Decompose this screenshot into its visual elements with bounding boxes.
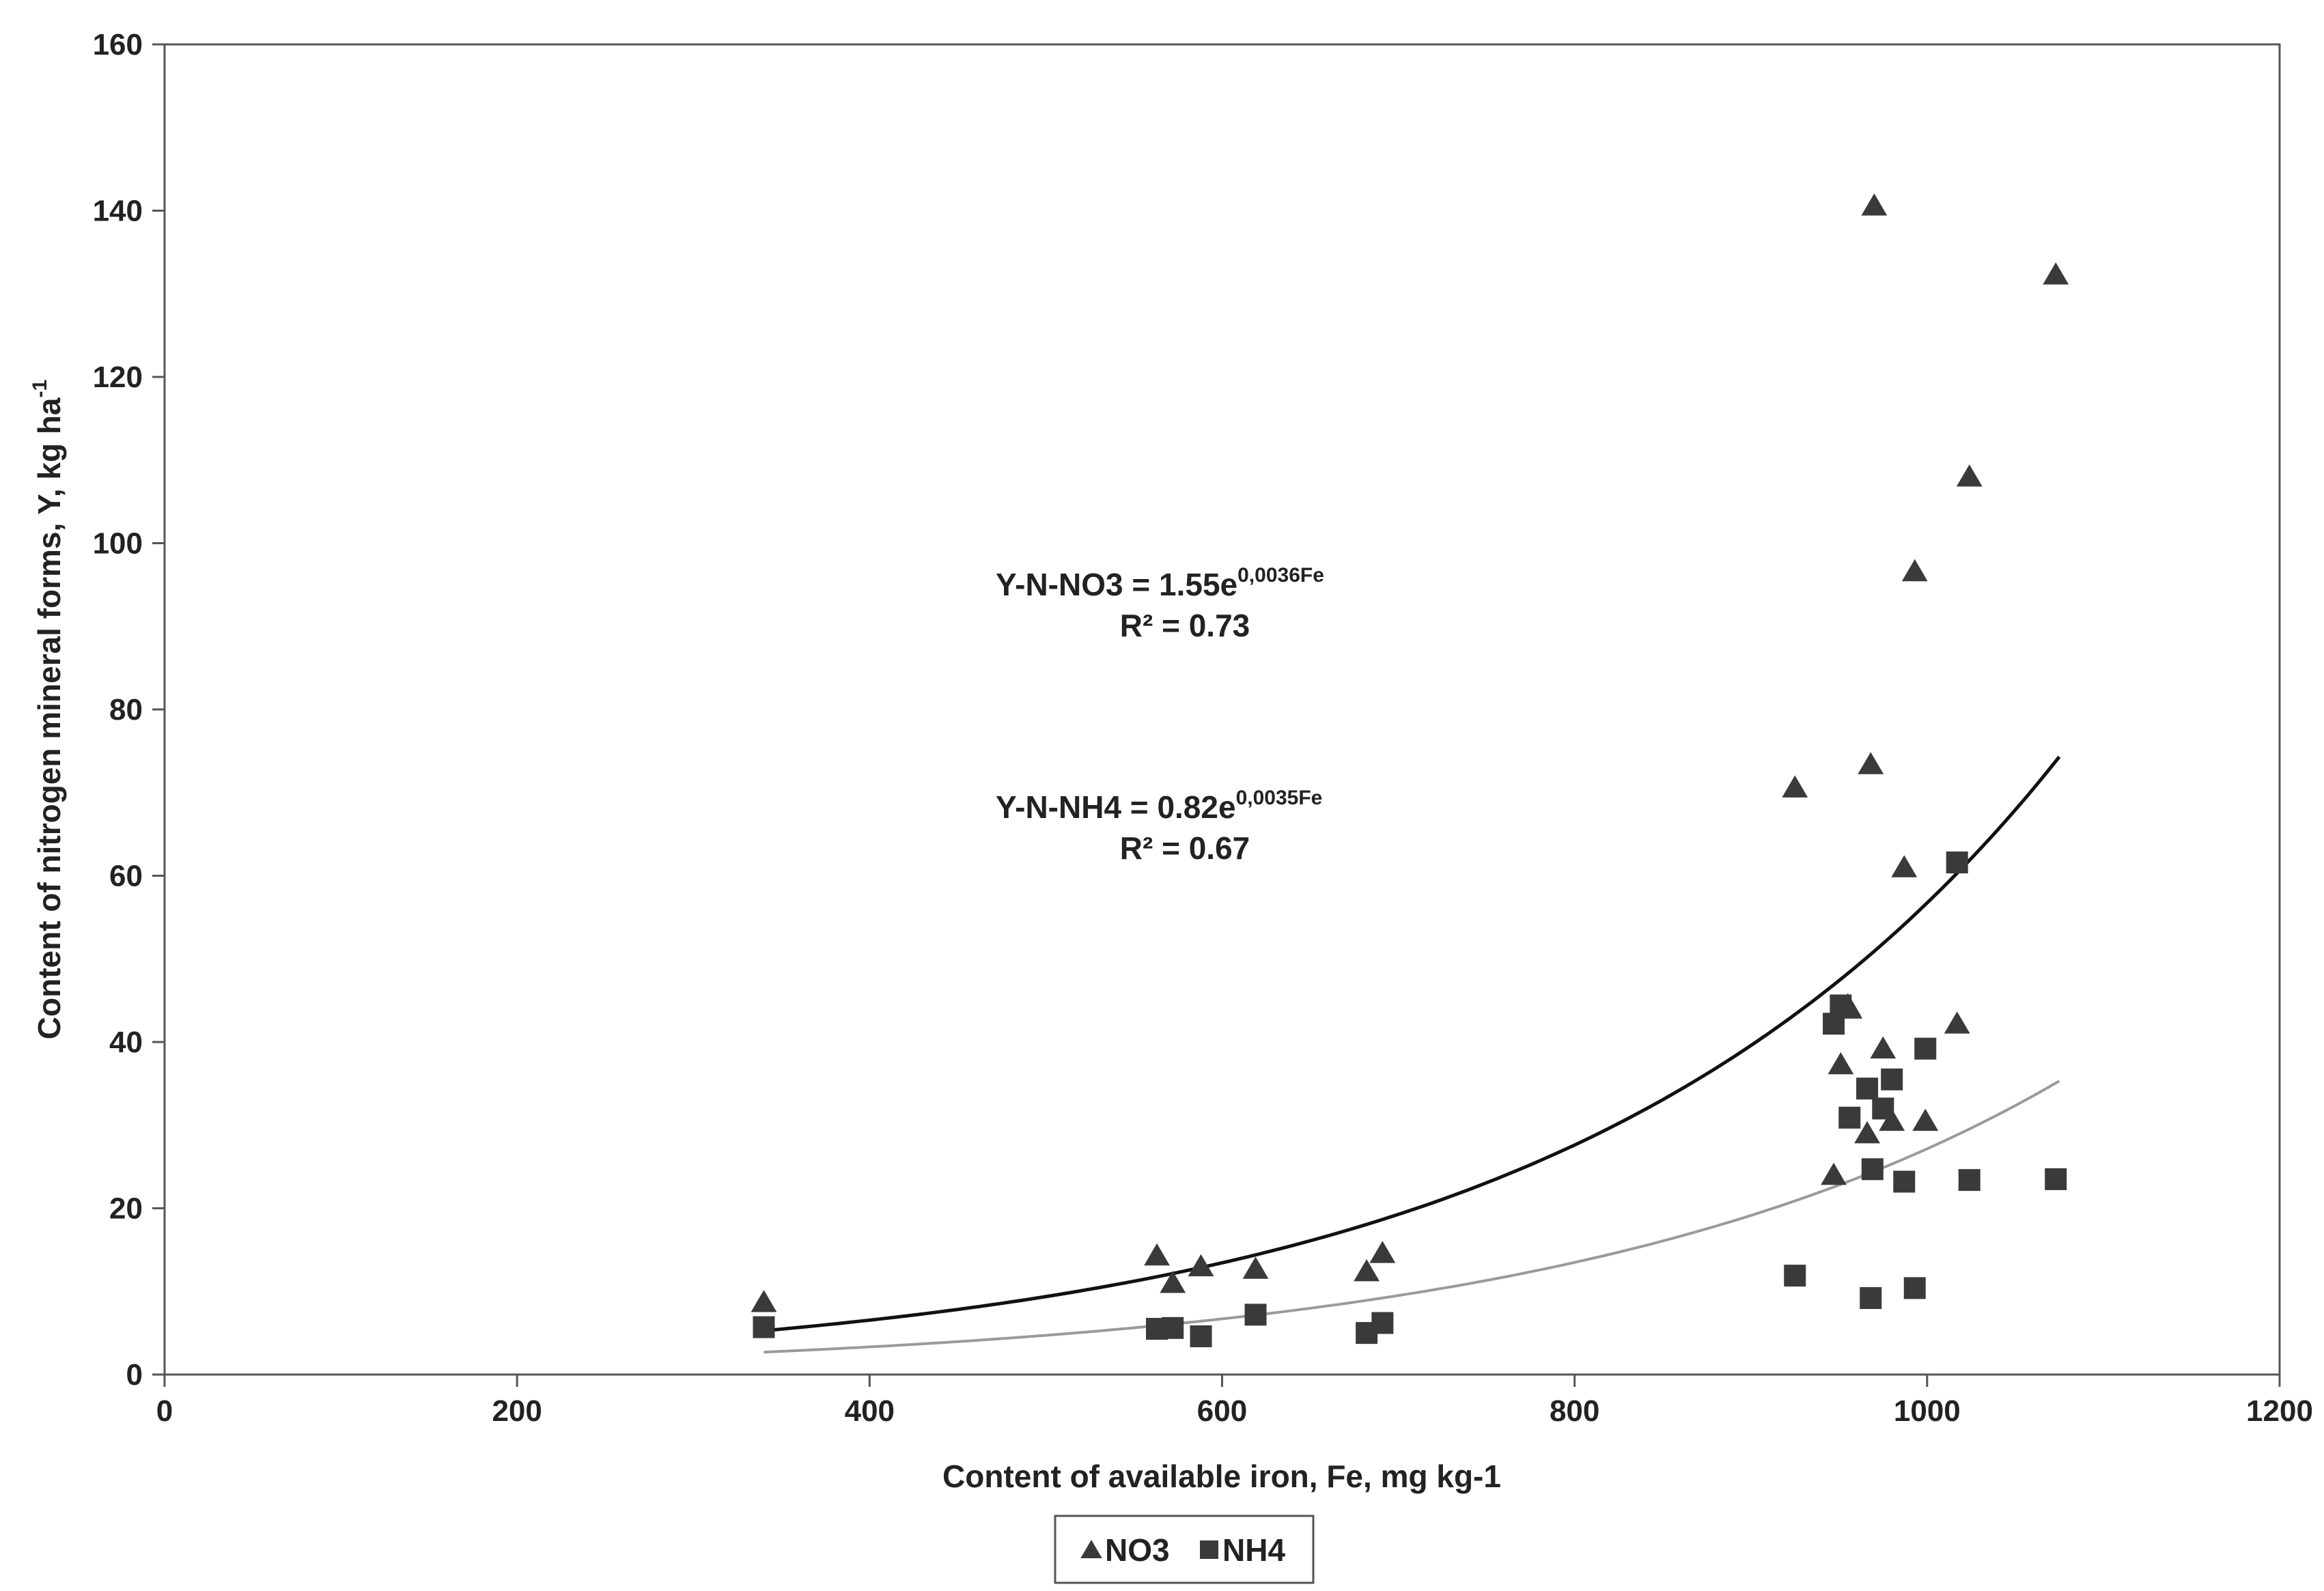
nh4-point <box>1838 1106 1861 1129</box>
x-tick-label: 1200 <box>2246 1394 2313 1428</box>
y-tick-label: 100 <box>93 527 143 561</box>
no3-point <box>2043 262 2069 285</box>
y-tick-label: 0 <box>126 1358 143 1392</box>
nh4-point <box>1856 1078 1879 1100</box>
no3-point <box>1912 1108 1939 1131</box>
x-tick-label: 1000 <box>1894 1394 1961 1428</box>
nh4-point <box>1893 1170 1916 1193</box>
nh4-point <box>1244 1304 1267 1326</box>
nh4-point <box>1903 1277 1926 1299</box>
nh4-point <box>1958 1169 1980 1192</box>
no3-point <box>1854 1121 1880 1144</box>
no3-equation: Y-N-NO3 = 1.55e0,0036Fe <box>996 564 1324 602</box>
no3-r-squared: R² = 0.73 <box>1120 608 1250 643</box>
y-axis-title-superscript: -1 <box>29 380 51 398</box>
x-tick-label: 800 <box>1550 1394 1599 1428</box>
nh4-point <box>1162 1317 1184 1339</box>
data-points <box>751 193 2069 1347</box>
no3-point <box>1821 1162 1847 1185</box>
x-tick-label: 400 <box>845 1394 895 1428</box>
no3-point <box>1891 855 1918 877</box>
nh4-point <box>1881 1068 1903 1090</box>
nh4-equation-exponent: 0,0035Fe <box>1236 787 1323 809</box>
legend-nh4-square-marker <box>1200 1540 1218 1559</box>
nh4-point <box>1823 1013 1845 1035</box>
legend-no3-label: NO3 <box>1105 1532 1170 1568</box>
y-tick-label: 140 <box>93 195 143 228</box>
no3-point <box>1144 1243 1170 1266</box>
y-tick-label: 80 <box>109 693 143 727</box>
no3-point <box>1956 464 1983 487</box>
nh4-equation: Y-N-NH4 = 0.82e0,0035Fe <box>996 787 1322 825</box>
nh4-point <box>1946 851 1968 874</box>
legend-no3-triangle-marker <box>1080 1540 1102 1558</box>
nh4-r-squared: R² = 0.67 <box>1120 830 1250 866</box>
x-tick-label: 0 <box>156 1394 173 1428</box>
no3-point <box>1858 752 1884 774</box>
legend: NO3 NH4 <box>1054 1515 1315 1584</box>
y-tick-label: 160 <box>93 28 143 61</box>
no3-point <box>751 1290 777 1312</box>
nh4-point <box>1861 1158 1884 1181</box>
no3-point <box>1782 775 1808 798</box>
x-axis-title: Content of available iron, Fe, mg kg-1 <box>942 1459 1501 1494</box>
nh4-point <box>1371 1312 1394 1334</box>
y-tick-label: 120 <box>93 361 143 394</box>
no3-point <box>1828 1052 1854 1075</box>
nh4-point <box>1872 1097 1894 1120</box>
no3-point <box>1944 1011 1970 1034</box>
no3-point <box>1369 1241 1396 1263</box>
nh4-point <box>1860 1286 1882 1309</box>
no3-point <box>1354 1259 1380 1282</box>
nh4-point <box>753 1316 775 1338</box>
y-axis-title-main: Content of nitrogen mineral forms, Y, kg… <box>31 397 67 1039</box>
nh4-point <box>1830 994 1852 1017</box>
nh4-point <box>1190 1325 1212 1347</box>
y-tick-label: 20 <box>109 1192 143 1226</box>
x-axis-ticks: 0 200 400 600 800 1000 1200 <box>156 1375 2313 1428</box>
nh4-point <box>1914 1037 1937 1060</box>
y-axis-title: Content of nitrogen mineral forms, Y, kg… <box>29 380 67 1039</box>
y-axis-ticks: 0 20 40 60 80 100 120 140 160 <box>93 28 165 1392</box>
no3-point <box>1861 193 1888 216</box>
no3-equation-main: Y-N-NO3 = 1.55e <box>996 567 1237 602</box>
no3-point <box>1879 1108 1905 1131</box>
no3-trendline <box>764 755 2061 1333</box>
no3-point <box>1870 1036 1896 1059</box>
no3-point <box>1901 559 1928 582</box>
no3-point <box>1160 1271 1186 1293</box>
x-tick-label: 600 <box>1197 1394 1247 1428</box>
y-tick-label: 40 <box>109 1026 143 1059</box>
legend-box <box>1054 1515 1315 1584</box>
nh4-point <box>2045 1168 2067 1190</box>
x-tick-label: 200 <box>492 1394 542 1428</box>
nh4-equation-main: Y-N-NH4 = 0.82e <box>996 789 1236 825</box>
no3-point <box>1188 1254 1214 1277</box>
no3-equation-exponent: 0,0036Fe <box>1237 564 1324 587</box>
y-tick-label: 60 <box>109 860 143 893</box>
no3-point <box>1242 1256 1269 1279</box>
legend-nh4-label: NH4 <box>1222 1532 1285 1568</box>
nh4-point <box>1784 1265 1806 1287</box>
